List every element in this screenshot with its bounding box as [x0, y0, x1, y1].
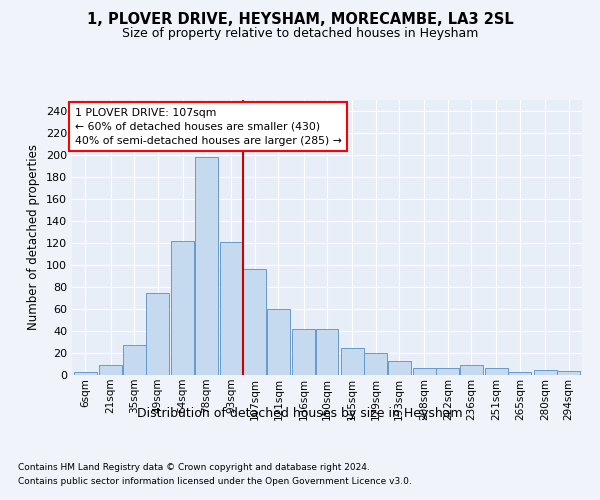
Bar — [292, 329, 315, 375]
Bar — [436, 368, 459, 375]
Text: Contains public sector information licensed under the Open Government Licence v3: Contains public sector information licen… — [18, 478, 412, 486]
Bar — [533, 370, 557, 375]
Text: Contains HM Land Registry data © Crown copyright and database right 2024.: Contains HM Land Registry data © Crown c… — [18, 462, 370, 471]
Bar — [364, 353, 387, 375]
Bar — [99, 365, 122, 375]
Bar — [267, 309, 290, 375]
Bar — [244, 270, 266, 375]
Text: 1, PLOVER DRIVE, HEYSHAM, MORECAMBE, LA3 2SL: 1, PLOVER DRIVE, HEYSHAM, MORECAMBE, LA3… — [86, 12, 514, 28]
Bar — [460, 365, 483, 375]
Text: Size of property relative to detached houses in Heysham: Size of property relative to detached ho… — [122, 28, 478, 40]
Bar — [122, 346, 146, 375]
Bar — [171, 241, 194, 375]
Y-axis label: Number of detached properties: Number of detached properties — [28, 144, 40, 330]
Text: 1 PLOVER DRIVE: 107sqm
← 60% of detached houses are smaller (430)
40% of semi-de: 1 PLOVER DRIVE: 107sqm ← 60% of detached… — [74, 108, 341, 146]
Bar — [146, 292, 169, 375]
Bar — [74, 372, 97, 375]
Bar — [508, 372, 532, 375]
Bar — [485, 368, 508, 375]
Bar — [316, 329, 338, 375]
Bar — [388, 360, 410, 375]
Text: Distribution of detached houses by size in Heysham: Distribution of detached houses by size … — [137, 408, 463, 420]
Bar — [557, 370, 580, 375]
Bar — [413, 368, 436, 375]
Bar — [220, 242, 243, 375]
Bar — [195, 157, 218, 375]
Bar — [341, 348, 364, 375]
